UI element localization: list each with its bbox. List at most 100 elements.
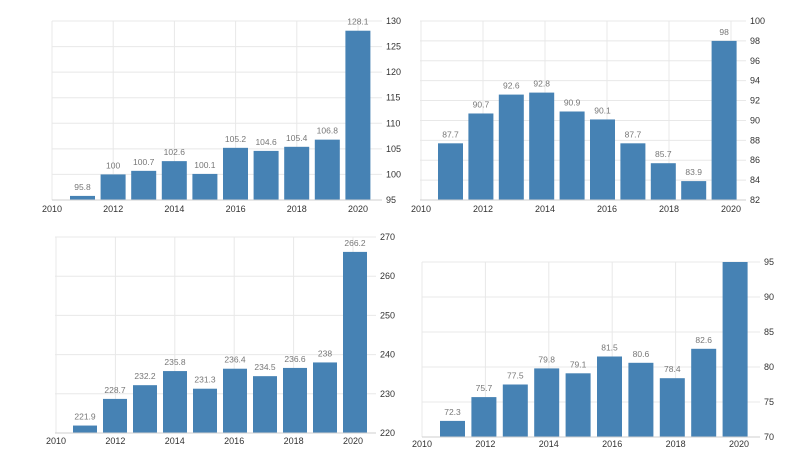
bar-2011: [73, 425, 97, 433]
x-tick-label: 2018: [666, 439, 686, 449]
x-tick-label: 2018: [284, 436, 304, 446]
bar-2011: [70, 195, 95, 200]
x-tick-label: 2018: [287, 204, 307, 214]
bar-2020: [722, 262, 748, 437]
bar-2017: [620, 143, 646, 200]
bar-2018: [650, 163, 676, 200]
y-tick-label: 96: [750, 56, 760, 66]
y-tick-label: 230: [380, 389, 395, 399]
data-label: 79.1: [570, 359, 587, 369]
bar-2015: [565, 373, 591, 437]
x-tick-label: 2010: [411, 204, 431, 214]
bar-2019: [681, 181, 707, 200]
y-tick-label: 98: [750, 36, 760, 46]
x-tick-label: 2014: [165, 436, 185, 446]
y-tick-label: 110: [386, 118, 400, 128]
y-tick-label: 250: [380, 310, 395, 320]
x-tick-label: 2020: [343, 436, 363, 446]
bar-2018: [659, 378, 685, 437]
bar-2016: [223, 147, 248, 200]
y-tick-label: 120: [386, 67, 401, 77]
y-tick-label: 220: [380, 428, 395, 438]
y-tick-label: 270: [380, 232, 395, 242]
x-tick-label: 2014: [539, 439, 559, 449]
bar-2013: [133, 385, 157, 433]
data-label: 105.4: [286, 133, 308, 143]
bar-2011: [438, 143, 463, 200]
data-label: 80.6: [633, 349, 650, 359]
y-tick-label: 90: [764, 292, 774, 302]
data-label: 104.6: [255, 137, 277, 147]
bar-2011: [440, 420, 465, 437]
y-tick-label: 80: [764, 362, 774, 372]
bar-2017: [253, 376, 277, 433]
y-tick-label: 95: [764, 257, 774, 267]
data-label: 98: [719, 27, 729, 37]
bar-2012: [103, 398, 127, 433]
y-tick-label: 240: [380, 350, 395, 360]
data-label: 83.9: [685, 167, 702, 177]
y-tick-label: 92: [750, 96, 760, 106]
bar-2020: [343, 251, 367, 433]
data-label: 228.7: [104, 385, 126, 395]
data-label: 90.1: [594, 105, 611, 115]
data-label: 90.7: [473, 99, 490, 109]
x-tick-label: 2020: [729, 439, 749, 449]
y-tick-label: 82: [750, 195, 760, 205]
y-tick-label: 260: [380, 271, 395, 281]
data-label: 92.6: [503, 81, 520, 91]
x-tick-label: 2016: [602, 439, 622, 449]
y-tick-label: 70: [764, 432, 774, 442]
bar-2018: [283, 367, 307, 433]
bar-2014: [163, 371, 187, 433]
bar-2012: [100, 174, 126, 200]
data-label: 77.5: [507, 371, 524, 381]
bar-2017: [628, 362, 654, 437]
data-label: 90.9: [564, 97, 581, 107]
chart-1: 95 100 105 110 115 120 125 130 2010 2012 2014 2016 2…: [42, 16, 401, 214]
data-label: 95.8: [74, 182, 91, 192]
x-tick-label: 2016: [597, 204, 617, 214]
chart-3: 220 230 240 250 260 270 2010 2012 2014 2016 2018 20…: [46, 232, 395, 446]
data-label: 102.6: [164, 147, 186, 157]
x-tick-label: 2012: [103, 204, 123, 214]
bar-2019: [691, 348, 717, 437]
data-label: 128.1: [347, 17, 369, 27]
data-label: 82.6: [695, 335, 712, 345]
bar-2017: [253, 150, 279, 200]
bar-2012: [471, 397, 497, 437]
bar-2020: [345, 30, 371, 200]
y-tick-label: 115: [386, 93, 400, 103]
x-tick-label: 2016: [224, 436, 244, 446]
data-label: 100.7: [133, 157, 155, 167]
bar-2013: [131, 170, 157, 200]
x-tick-label: 2018: [659, 204, 679, 214]
data-label: 238: [318, 348, 332, 358]
data-label: 87.7: [625, 129, 642, 139]
data-label: 87.7: [442, 129, 459, 139]
bar-2014: [161, 161, 187, 200]
y-tick-label: 88: [750, 135, 760, 145]
data-label: 85.7: [655, 149, 672, 159]
y-tick-label: 84: [750, 175, 760, 185]
data-label: 79.8: [538, 354, 555, 364]
bar-2015: [192, 173, 218, 200]
data-label: 221.9: [74, 412, 96, 422]
data-label: 72.3: [444, 407, 461, 417]
x-tick-label: 2010: [46, 436, 66, 446]
bar-2020: [711, 40, 737, 201]
y-tick-label: 95: [386, 195, 396, 205]
data-label: 236.4: [224, 355, 246, 365]
x-tick-label: 2012: [473, 204, 493, 214]
data-label: 231.3: [194, 375, 216, 385]
x-tick-label: 2016: [226, 204, 246, 214]
x-tick-label: 2014: [535, 204, 555, 214]
bar-2015: [559, 111, 585, 200]
data-label: 78.4: [664, 364, 681, 374]
x-tick-label: 2020: [721, 204, 741, 214]
bar-2012: [468, 113, 494, 200]
data-label: 235.8: [164, 357, 186, 367]
data-label: 92.8: [533, 79, 550, 89]
data-label: 75.7: [476, 383, 493, 393]
